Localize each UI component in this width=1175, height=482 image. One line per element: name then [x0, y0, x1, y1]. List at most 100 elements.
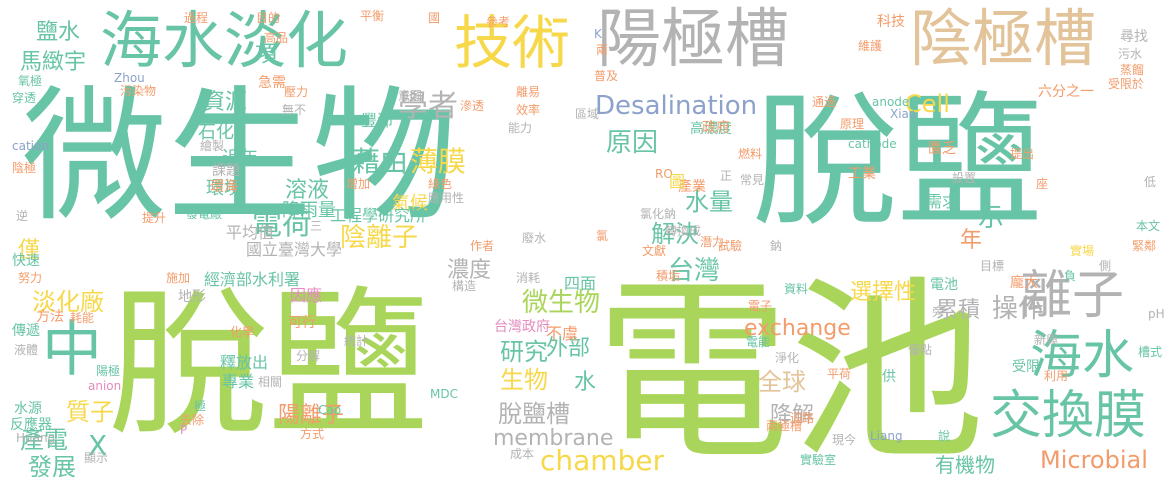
word-1: 脫鹽 — [752, 78, 1042, 247]
word-60: 國立臺灣大學 — [246, 240, 343, 259]
word-74: 科技 — [877, 14, 905, 30]
word-9: 海水 — [1030, 326, 1135, 386]
word-170: K — [594, 27, 602, 41]
word-52: X — [88, 429, 108, 462]
word-30: 發展 — [28, 453, 76, 481]
word-93: 設置 — [952, 171, 977, 185]
word-18: 陰離子 — [340, 223, 419, 253]
word-154: 新興 — [1034, 333, 1059, 347]
word-80: 豐沛 — [361, 111, 394, 130]
word-117: 地形 — [178, 289, 206, 305]
word-166: anode — [872, 95, 910, 109]
word-174: 負 — [1064, 269, 1077, 283]
word-95: 轉換成 — [665, 224, 702, 238]
word-82: 高濃度 — [690, 121, 732, 137]
word-34: 全球 — [758, 368, 806, 396]
word-149: 說 — [938, 429, 951, 443]
word-167: cathode — [848, 137, 897, 151]
word-104: 氧極 — [18, 74, 43, 88]
word-24: 脫鹽槽 — [498, 400, 570, 428]
word-37: 資源 — [203, 90, 248, 115]
word-157: 龐大 — [1010, 275, 1038, 291]
word-76: 急需 — [258, 75, 286, 91]
word-90: 通過 — [812, 95, 837, 109]
word-42: 示 — [978, 203, 1005, 233]
word-101: 意圖 — [398, 89, 423, 103]
word-150: 優點 — [908, 343, 933, 357]
word-57: 降雨量 — [282, 200, 336, 221]
word-161: 本文 — [1136, 219, 1161, 233]
word-73: 參考 — [486, 15, 511, 29]
word-92: 提出 — [1010, 147, 1035, 161]
word-40: 水量 — [685, 188, 733, 216]
word-176: 座 — [1036, 177, 1049, 191]
word-91: 原理 — [840, 117, 865, 131]
word-183: 努力 — [18, 271, 43, 285]
word-138: 電能 — [746, 335, 771, 349]
word-173: 氯 — [596, 229, 609, 243]
word-159: 實場 — [1070, 244, 1095, 258]
word-64: 因應 — [290, 286, 323, 305]
word-62: 發電廠 — [186, 207, 223, 221]
word-100: 滲透 — [460, 99, 485, 113]
word-38: 項 — [251, 42, 276, 64]
word-110: 綠色 — [428, 177, 453, 191]
word-29: 產電 — [20, 426, 68, 454]
word-163: Zhou — [114, 71, 145, 85]
word-63: 經濟部水利署 — [204, 270, 301, 289]
word-14: Microbial — [1040, 446, 1148, 474]
word-87: 需求 — [926, 192, 959, 211]
word-193: 極 — [194, 399, 207, 413]
word-13: chamber — [540, 444, 665, 477]
word-189: 正 — [720, 169, 733, 183]
word-43: 年 — [960, 228, 983, 253]
word-133: 統計 — [344, 334, 369, 348]
word-132: MDC — [430, 387, 458, 401]
word-145: 兩極槽 — [766, 419, 803, 433]
word-89: 受限於 — [1108, 77, 1145, 91]
word-162: 低 — [1144, 175, 1157, 189]
word-84: 匱乏 — [928, 141, 956, 157]
word-69: 專業 — [222, 372, 255, 391]
word-10: 離子 — [1020, 266, 1125, 326]
word-143: 平荷 — [827, 367, 852, 381]
word-191: 側 — [1099, 259, 1112, 273]
word-192: 三 — [310, 219, 323, 233]
word-16: 學者 — [398, 89, 458, 124]
word-106: 課題 — [212, 163, 240, 179]
word-72: 平衡 — [360, 9, 385, 23]
word-98: 能力 — [508, 121, 533, 135]
word-180: 污水 — [1118, 47, 1143, 61]
word-17: 電荷 — [252, 207, 312, 242]
word-107: 環海 — [210, 179, 238, 195]
word-66: 不虞 — [546, 324, 579, 343]
word-44: 濃度 — [447, 258, 492, 283]
word-134: 分解 — [296, 349, 321, 363]
word-94: 燃料 — [738, 147, 763, 161]
word-131: Cao — [318, 403, 342, 417]
word-182: 快速 — [12, 253, 40, 269]
word-190: 離易 — [516, 85, 541, 99]
word-11: 中 — [42, 315, 102, 385]
word-7: 陰極槽 — [910, 2, 1097, 75]
word-6: 陽極槽 — [597, 3, 789, 77]
word-164: Xiao — [890, 107, 917, 121]
word-120: 耗能 — [70, 311, 95, 325]
word-177: 普及 — [594, 69, 619, 83]
word-33: exchange — [744, 316, 851, 341]
word-35: 鹽水 — [36, 20, 81, 45]
word-83: 政府 — [702, 120, 730, 136]
word-0: 微生物 — [22, 73, 457, 242]
word-160: 緊鄰 — [1132, 239, 1157, 253]
word-171: 國 — [428, 11, 441, 25]
word-61: 平均值 — [226, 223, 275, 242]
word-54: 石化 — [198, 122, 234, 143]
word-109: 增加 — [346, 177, 371, 191]
word-112: 廢水 — [522, 231, 547, 245]
word-47: 降解 — [770, 403, 815, 428]
word-114: 積垢 — [656, 269, 681, 283]
word-3: 電池 — [595, 259, 985, 482]
word-55: 近年 — [222, 148, 258, 169]
word-108: 提升 — [142, 211, 167, 225]
